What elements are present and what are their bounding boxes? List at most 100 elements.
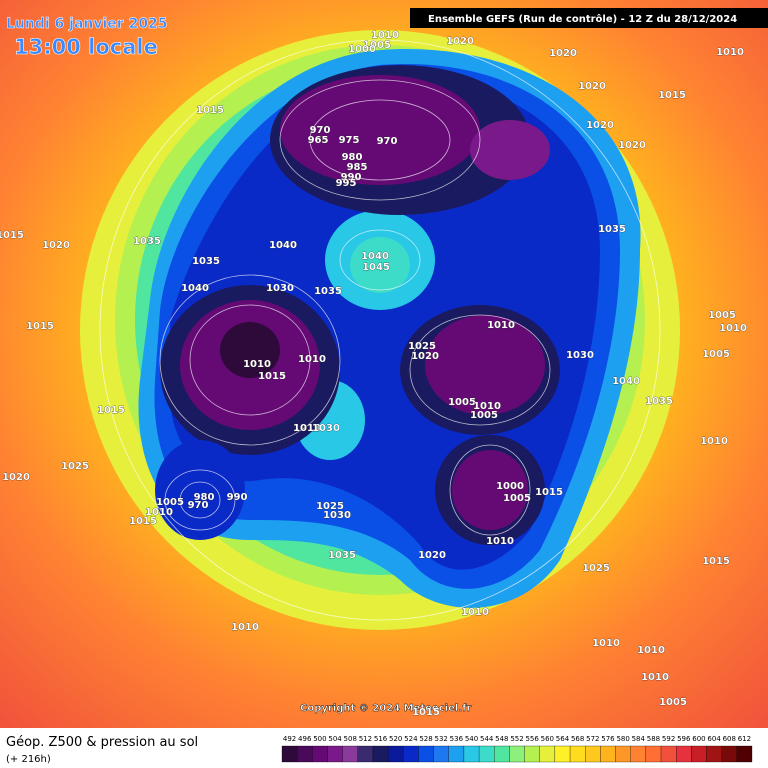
- z500-field: [80, 30, 680, 630]
- isobar-label: 1005: [659, 697, 687, 708]
- colorbar-label: 596: [677, 735, 691, 743]
- isobar-label: 1015: [0, 230, 24, 241]
- isobar-label: 1020: [578, 81, 606, 92]
- isobar-label: 990: [227, 492, 248, 503]
- isobar-label: 1015: [702, 556, 730, 567]
- footer-lead: (+ 216h): [6, 754, 51, 765]
- colorbar-swatch: [721, 745, 737, 763]
- isobar-label: 1025: [582, 563, 610, 574]
- colorbar-swatch: [554, 745, 571, 763]
- colorbar-label: 580: [616, 735, 629, 743]
- isobar-label: 1020: [42, 240, 70, 251]
- colorbar-swatch: [524, 745, 540, 763]
- isobar-label: 1025: [316, 501, 344, 512]
- isobar-label: 1040: [612, 376, 640, 387]
- isobar-label: 1020: [446, 36, 474, 47]
- isobar-label: 1030: [323, 510, 351, 521]
- colorbar: 492 496 500 504 508 512 516 520 524 528 532 536 540 5…: [281, 735, 753, 763]
- isobar-label: 1015: [412, 707, 440, 718]
- colorbar-swatch: [569, 745, 586, 763]
- isobar-label: 1000: [348, 44, 376, 55]
- colorbar-swatch: [660, 745, 677, 763]
- isobar-label: 1010: [371, 30, 399, 41]
- colorbar-label: 540: [465, 735, 478, 743]
- isobar-label: 1020: [411, 351, 439, 362]
- isobar-label: 1005: [363, 40, 391, 51]
- isobar-label: 1010: [487, 320, 515, 331]
- colorbar-swatch: [312, 745, 328, 763]
- isobar-label: 1010: [700, 436, 728, 447]
- colorbar-label: 560: [541, 735, 554, 743]
- isobar-label: 965: [308, 135, 329, 146]
- colorbar-label: 564: [556, 735, 570, 743]
- colorbar-label: 568: [571, 735, 584, 743]
- colorbar-label: 588: [647, 735, 660, 743]
- colorbar-swatch: [463, 745, 480, 763]
- isobar-label: 1010: [461, 607, 489, 618]
- colorbar-swatch: [585, 745, 601, 763]
- colorbar-label: 520: [389, 735, 402, 743]
- colorbar-label: 600: [692, 735, 705, 743]
- isobar-label: 1005: [470, 410, 498, 421]
- isobar-label: 970: [188, 500, 209, 511]
- isobars: [99, 39, 661, 621]
- isobar-label: 1005: [448, 397, 476, 408]
- colorbar-label: 504: [328, 735, 342, 743]
- isobar-label: 1005: [702, 349, 730, 360]
- colorbar-label: 500: [313, 735, 326, 743]
- footer-title: Géop. Z500 & pression au sol: [6, 735, 198, 750]
- isobar-label: 1010: [719, 323, 747, 334]
- isobar-label: 1010: [293, 423, 321, 434]
- colorbar-label: 548: [495, 735, 508, 743]
- isobar-label: 1010: [243, 359, 271, 370]
- colorbar-swatch: [387, 745, 404, 763]
- colorbar-label: 508: [344, 735, 357, 743]
- colorbar-label: 512: [359, 735, 372, 743]
- isobar-label: 1000: [496, 481, 524, 492]
- colorbar-swatch: [448, 745, 465, 763]
- colorbar-swatch: [433, 745, 449, 763]
- isobar-label: 1035: [328, 550, 356, 561]
- isobar-label: 980: [194, 492, 215, 503]
- isobar-label: 1010: [592, 638, 620, 649]
- isobar-label: 970: [377, 136, 398, 147]
- isobar-label: 1010: [231, 622, 259, 633]
- isobar-label: 990: [341, 172, 362, 183]
- colorbar-label: 496: [298, 735, 312, 743]
- isobar-label: 1020: [418, 550, 446, 561]
- run-info: Ensemble GEFS (Run de contrôle) - 12 Z d…: [428, 13, 737, 25]
- header: Lundi 6 janvier 2025 13:00 locale Ensemb…: [6, 8, 768, 59]
- colorbar-label: 604: [707, 735, 721, 743]
- colorbar-swatch: [281, 745, 298, 763]
- colorbar-swatch: [297, 745, 313, 763]
- colorbar-swatch: [736, 745, 753, 763]
- isobar-label: 1030: [266, 283, 294, 294]
- date: Lundi 6 janvier 2025: [6, 16, 168, 32]
- time: 13:00 locale: [14, 35, 158, 59]
- colorbar-swatch: [539, 745, 556, 763]
- isobar-label: 1010: [716, 47, 744, 58]
- isobar-label: 1015: [658, 90, 686, 101]
- isobar-label: 975: [339, 135, 360, 146]
- isobar-label: 1015: [196, 105, 224, 116]
- colorbar-label: 536: [450, 735, 464, 743]
- colorbar-swatch: [630, 745, 647, 763]
- colorbar-label: 524: [404, 735, 418, 743]
- run-box: [410, 8, 768, 28]
- colorbar-label: 612: [738, 735, 751, 743]
- isobar-label: 1005: [708, 310, 736, 321]
- isobar-label: 1025: [61, 461, 89, 472]
- isobar-label: 1030: [566, 350, 594, 361]
- colorbar-swatch: [691, 745, 707, 763]
- colorbar-label: 556: [525, 735, 539, 743]
- colorbar-label: 576: [601, 735, 615, 743]
- isobar-label: 1025: [408, 341, 436, 352]
- isobar-label: 1030: [312, 423, 340, 434]
- isobar-label: 1035: [645, 396, 673, 407]
- copyright: Copyright © 2024 Meteociel.fr: [300, 703, 471, 714]
- isobar-label: 1015: [26, 321, 54, 332]
- isobar-label: 1010: [637, 645, 665, 656]
- isobar-labels: 1010100510001020102010201015101010151020…: [0, 30, 747, 719]
- isobar-label: 1015: [97, 405, 125, 416]
